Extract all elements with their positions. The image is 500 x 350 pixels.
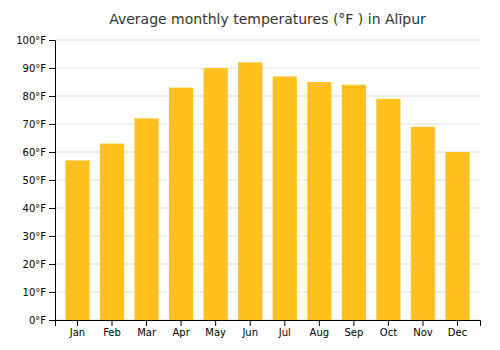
grid-line <box>55 124 480 125</box>
tick: Jul <box>278 320 291 338</box>
tick-mark <box>319 320 320 326</box>
tick: Aug <box>310 320 330 338</box>
tick-label: Jan <box>69 327 85 338</box>
bar <box>307 82 331 320</box>
tick-label: Jul <box>278 327 291 338</box>
bar <box>445 152 469 320</box>
tick-mark <box>353 320 354 326</box>
tick-mark <box>457 320 458 326</box>
tick-label: 60°F <box>23 147 47 158</box>
tick: Dec <box>448 320 467 338</box>
x-axis: Jan Feb Mar Apr May Jun Jul Aug Sep Oct Nov Dec <box>56 320 481 338</box>
tick-label: 0°F <box>29 315 46 326</box>
tick-mark <box>112 320 113 326</box>
title: Average monthly temperatures (°F ) in Al… <box>109 11 426 27</box>
axis-line <box>56 321 481 327</box>
tick-mark <box>49 292 55 293</box>
tick-mark <box>49 68 55 69</box>
tick-mark <box>49 124 55 125</box>
tick: Oct <box>380 320 397 338</box>
tick-mark <box>49 40 55 41</box>
tick-mark <box>49 180 55 181</box>
tick: 40°F <box>23 203 55 214</box>
tick-mark <box>250 320 251 326</box>
tick: 80°F <box>23 91 55 102</box>
tick-label: Aug <box>310 327 330 338</box>
tick-label: Mar <box>137 327 157 338</box>
tick-label: 100°F <box>16 35 46 46</box>
bars <box>65 62 469 320</box>
tick: 60°F <box>23 147 55 158</box>
tick-mark <box>422 320 423 326</box>
tick-mark <box>49 152 55 153</box>
tick: 90°F <box>23 63 55 74</box>
tick-mark <box>284 320 285 326</box>
bar <box>100 144 124 320</box>
tick: 0°F <box>29 315 55 326</box>
tick-mark <box>215 320 216 326</box>
grid <box>55 40 480 320</box>
tick-label: 70°F <box>23 119 47 130</box>
grid-line <box>55 96 480 97</box>
tick-mark <box>49 208 55 209</box>
tick-label: Apr <box>172 327 190 338</box>
tick: Nov <box>413 320 433 338</box>
tick: Feb <box>103 320 121 338</box>
tick: Jun <box>241 320 258 338</box>
tick-mark <box>49 264 55 265</box>
tick: 20°F <box>23 259 55 270</box>
tick-label: 80°F <box>23 91 47 102</box>
bar <box>204 68 228 320</box>
tick: 30°F <box>23 231 55 242</box>
bar <box>342 85 366 320</box>
chart: 0°F 10°F 20°F 30°F 40°F 50°F 60°F 70°F 80°F 90°F 1… <box>0 0 500 350</box>
tick: Apr <box>172 320 190 338</box>
tick: 50°F <box>23 175 55 186</box>
tick-label: 30°F <box>23 231 47 242</box>
bar <box>65 160 89 320</box>
bar <box>238 62 262 320</box>
tick-label: Sep <box>344 327 363 338</box>
tick: 70°F <box>23 119 55 130</box>
tick: 10°F <box>23 287 55 298</box>
bar <box>411 127 435 320</box>
bar <box>134 118 158 320</box>
grid-line <box>55 40 480 41</box>
tick-mark <box>388 320 389 326</box>
bar <box>376 99 400 320</box>
tick-mark <box>49 320 55 321</box>
tick-label: Dec <box>448 327 467 338</box>
tick-label: Oct <box>380 327 397 338</box>
tick-mark <box>181 320 182 326</box>
tick-mark <box>49 96 55 97</box>
tick-mark <box>49 236 55 237</box>
bar <box>169 88 193 320</box>
axis-line <box>49 41 56 321</box>
bar <box>273 76 297 320</box>
tick-label: Nov <box>413 327 433 338</box>
tick-label: Feb <box>103 327 121 338</box>
y-axis: 0°F 10°F 20°F 30°F 40°F 50°F 60°F 70°F 80°F 90°F 1… <box>16 35 55 326</box>
tick: May <box>205 320 226 338</box>
tick-mark <box>146 320 147 326</box>
tick-label: 20°F <box>23 259 47 270</box>
grid-line <box>55 68 480 69</box>
tick-label: 40°F <box>23 203 47 214</box>
tick: Jan <box>69 320 85 338</box>
tick-label: May <box>205 327 226 338</box>
tick: Sep <box>344 320 363 338</box>
tick-label: 90°F <box>23 63 47 74</box>
tick-label: Jun <box>241 327 258 338</box>
tick-label: 10°F <box>23 287 47 298</box>
tick-label: 50°F <box>23 175 47 186</box>
tick: Mar <box>137 320 157 338</box>
tick: 100°F <box>16 35 55 46</box>
plot-area: 0°F 10°F 20°F 30°F 40°F 50°F 60°F 70°F 80°F 90°F 1… <box>16 35 480 338</box>
tick-mark <box>77 320 78 326</box>
